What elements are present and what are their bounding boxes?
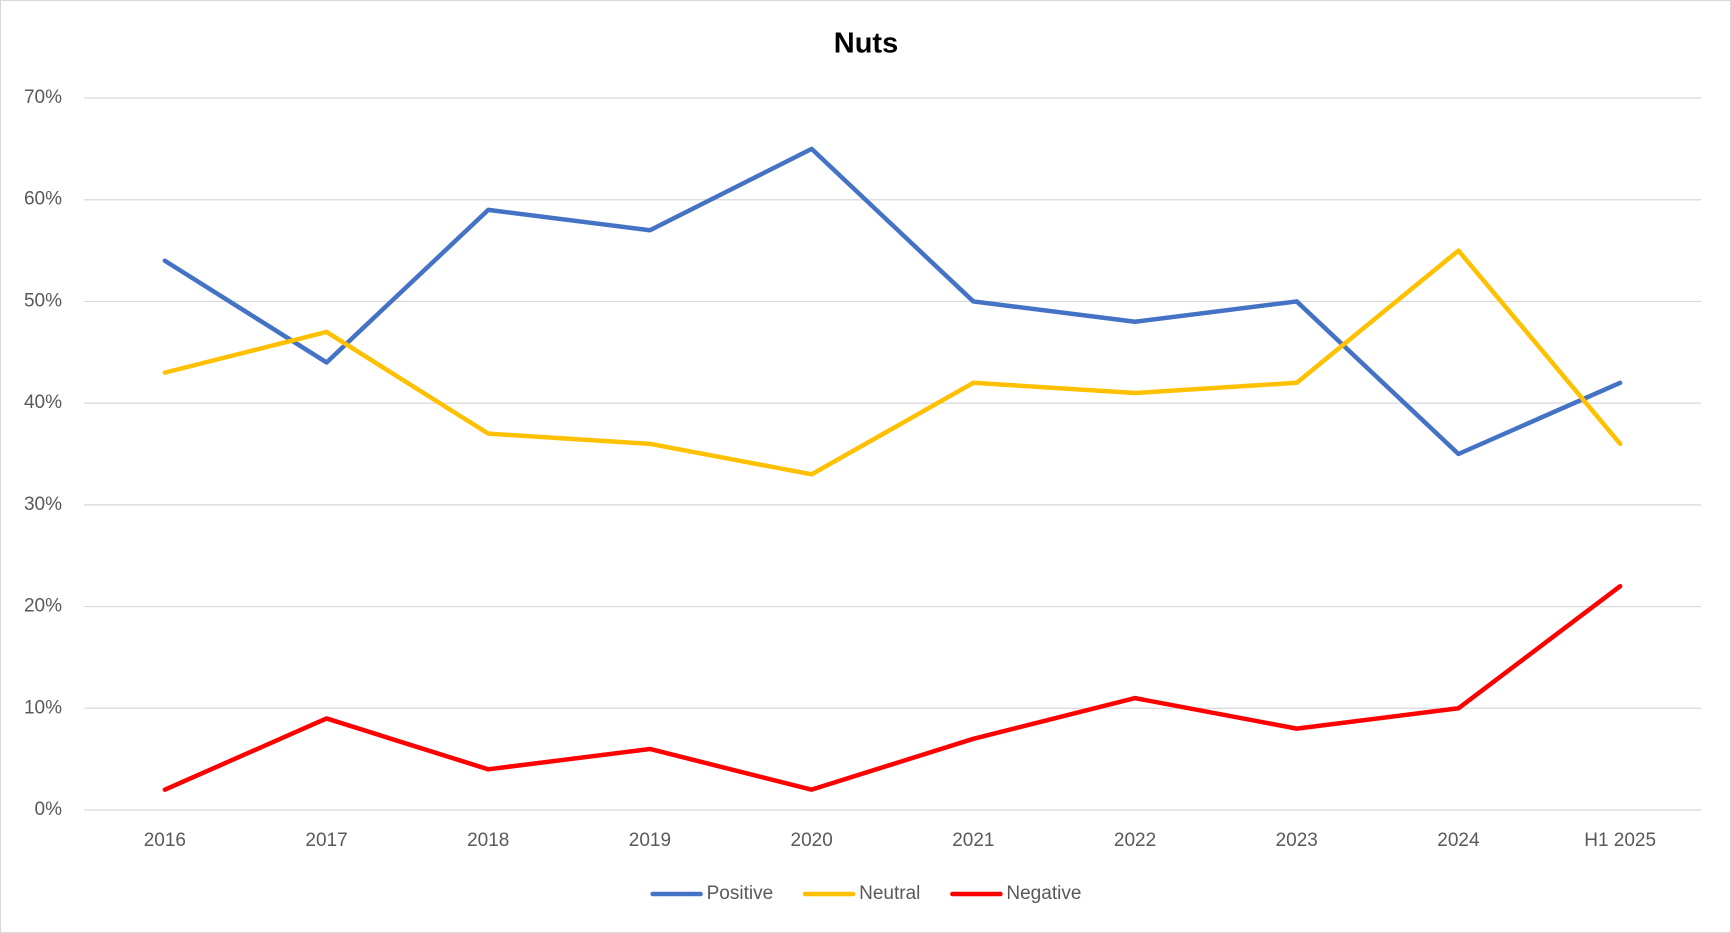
chart-title: Nuts (834, 28, 898, 60)
line-series (162, 583, 1623, 792)
line-series (162, 146, 1623, 457)
y-tick-label: 20% (24, 596, 62, 617)
legend-label: Positive (707, 883, 774, 904)
x-tick-label: 2022 (1114, 830, 1156, 851)
legend-label: Negative (1006, 883, 1081, 904)
y-tick-label: 30% (24, 494, 62, 515)
y-tick-label: 0% (35, 799, 63, 820)
y-tick-label: 60% (24, 189, 62, 210)
x-tick-label: 2020 (791, 830, 833, 851)
y-tick-label: 10% (24, 697, 62, 718)
x-tick-label: 2024 (1437, 830, 1480, 851)
x-tick-label: 2023 (1276, 830, 1318, 851)
line-series (162, 248, 1623, 477)
legend-label: Neutral (859, 883, 920, 904)
x-tick-label: 2016 (144, 830, 186, 851)
x-tick-label: 2017 (305, 830, 347, 851)
y-tick-label: 50% (24, 290, 62, 311)
x-tick-label: 2018 (467, 830, 509, 851)
y-tick-label: 40% (24, 392, 62, 413)
y-tick-label: 70% (24, 87, 62, 108)
x-tick-label: 2019 (629, 830, 671, 851)
x-tick-label: H1 2025 (1584, 830, 1656, 851)
x-tick-label: 2021 (952, 830, 994, 851)
